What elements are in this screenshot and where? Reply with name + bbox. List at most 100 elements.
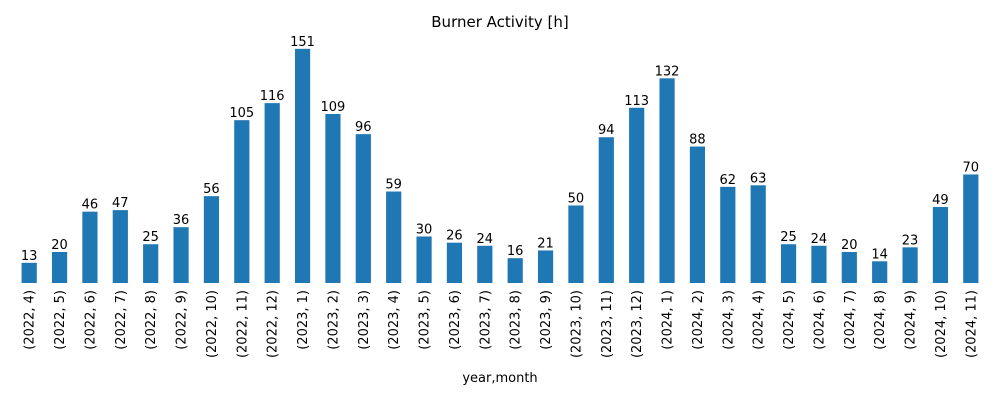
bar-value-label: 24	[477, 232, 494, 247]
x-tick-labels-group: (2022, 4) (2022, 5) (2022, 6) (2022, 7) (202…	[23, 290, 980, 358]
bar	[203, 196, 220, 283]
bar-value-label: 13	[21, 249, 38, 264]
bar	[173, 227, 189, 283]
x-tick-label: (2022, 5)	[53, 290, 68, 350]
bar	[537, 250, 554, 283]
x-tick-label: (2024, 3)	[721, 290, 736, 350]
bar-value-label: 50	[568, 191, 585, 206]
x-tick-label: (2024, 8)	[873, 290, 888, 350]
x-tick-label: (2023, 12)	[630, 290, 645, 358]
bar	[932, 207, 949, 283]
bar	[386, 191, 402, 283]
x-tick-label: (2023, 4)	[387, 290, 402, 350]
bar	[568, 205, 584, 283]
bar-value-label: 20	[841, 238, 858, 253]
bar-value-label: 20	[51, 238, 68, 253]
bar	[598, 137, 614, 283]
chart-title: Burner Activity [h]	[431, 13, 568, 31]
x-tick-label: (2022, 8)	[144, 290, 159, 350]
bar	[689, 146, 706, 283]
bar	[780, 244, 797, 283]
x-tick-label: (2024, 1)	[661, 290, 676, 350]
bar-value-label: 49	[932, 193, 949, 208]
bar	[21, 262, 37, 283]
x-tick-label: (2023, 6)	[448, 290, 463, 350]
x-tick-label: (2024, 6)	[812, 290, 827, 350]
x-tick-label: (2022, 4)	[23, 290, 38, 350]
bar	[264, 103, 280, 283]
x-tick-label: (2023, 1)	[296, 290, 311, 350]
bar-value-label: 105	[229, 106, 254, 121]
bar	[811, 245, 827, 283]
bar-value-label: 56	[203, 182, 220, 197]
bar-value-label: 132	[655, 64, 680, 79]
x-tick-label: (2022, 9)	[175, 290, 190, 350]
x-tick-label: (2022, 6)	[83, 290, 98, 350]
x-tick-label: (2024, 5)	[782, 290, 797, 350]
bar-value-label: 36	[173, 213, 190, 228]
x-tick-label: (2024, 9)	[904, 290, 919, 350]
bars-group	[21, 48, 979, 284]
bar-value-label: 23	[902, 233, 919, 248]
x-tick-label: (2022, 12)	[266, 290, 281, 358]
bar-value-label: 113	[624, 94, 649, 109]
bar-value-label: 59	[385, 178, 402, 193]
bar	[963, 174, 979, 283]
bar-value-label: 62	[720, 173, 737, 188]
bar-value-label: 21	[537, 236, 554, 251]
x-tick-label: (2023, 2)	[326, 290, 341, 350]
bar-value-label: 14	[871, 247, 888, 262]
x-tick-label: (2023, 5)	[418, 290, 433, 350]
x-tick-label: (2023, 9)	[539, 290, 554, 350]
bar	[477, 245, 493, 283]
bar-value-label: 63	[750, 171, 767, 186]
x-tick-label: (2022, 10)	[205, 290, 220, 358]
x-tick-label: (2023, 11)	[600, 290, 615, 358]
bar-value-label: 96	[355, 120, 372, 135]
bar	[507, 258, 523, 283]
bar	[659, 78, 675, 283]
x-tick-label: (2024, 11)	[964, 290, 979, 358]
bar-value-label: 25	[780, 230, 797, 245]
bar	[902, 247, 918, 283]
x-tick-label: (2024, 7)	[843, 290, 858, 350]
bar-value-label: 30	[416, 222, 433, 237]
x-tick-label: (2023, 7)	[478, 290, 493, 350]
bar	[325, 113, 341, 283]
bar	[446, 242, 463, 283]
bar-value-label: 151	[290, 35, 315, 50]
x-tick-label: (2024, 2)	[691, 290, 706, 350]
x-tick-label: (2023, 8)	[509, 290, 524, 350]
x-tick-label: (2022, 7)	[114, 290, 129, 350]
bar-value-label: 24	[811, 232, 828, 247]
bar	[51, 251, 68, 283]
bar-value-label: 16	[507, 244, 524, 259]
bar	[841, 251, 857, 283]
x-tick-label: (2023, 10)	[569, 290, 584, 358]
bar	[143, 244, 159, 283]
bar	[234, 120, 250, 284]
x-axis-label: year,month	[462, 371, 537, 386]
bar	[720, 186, 736, 283]
bar-value-label: 46	[82, 198, 99, 213]
x-tick-label: (2024, 10)	[934, 290, 949, 358]
bar	[872, 261, 888, 283]
bar-value-label: 26	[446, 229, 463, 244]
bar-value-label: 109	[321, 100, 346, 115]
bar-value-label: 70	[963, 160, 980, 175]
bar	[112, 210, 128, 283]
bar	[629, 107, 645, 283]
bar	[355, 134, 371, 283]
bar	[416, 236, 432, 283]
bar-value-label: 47	[112, 196, 129, 211]
bar	[82, 211, 98, 283]
bar-value-label: 116	[260, 89, 285, 104]
x-tick-label: (2023, 3)	[357, 290, 372, 350]
data-labels-group: 13 20 46 47 25 36 56 105 116 151 109 96 59 30 26 24 16 21…	[21, 35, 979, 264]
x-tick-label: (2024, 4)	[752, 290, 767, 350]
bar	[294, 48, 311, 283]
bar	[750, 185, 766, 283]
bar-value-label: 88	[689, 133, 706, 148]
x-tick-label: (2022, 11)	[235, 290, 250, 358]
